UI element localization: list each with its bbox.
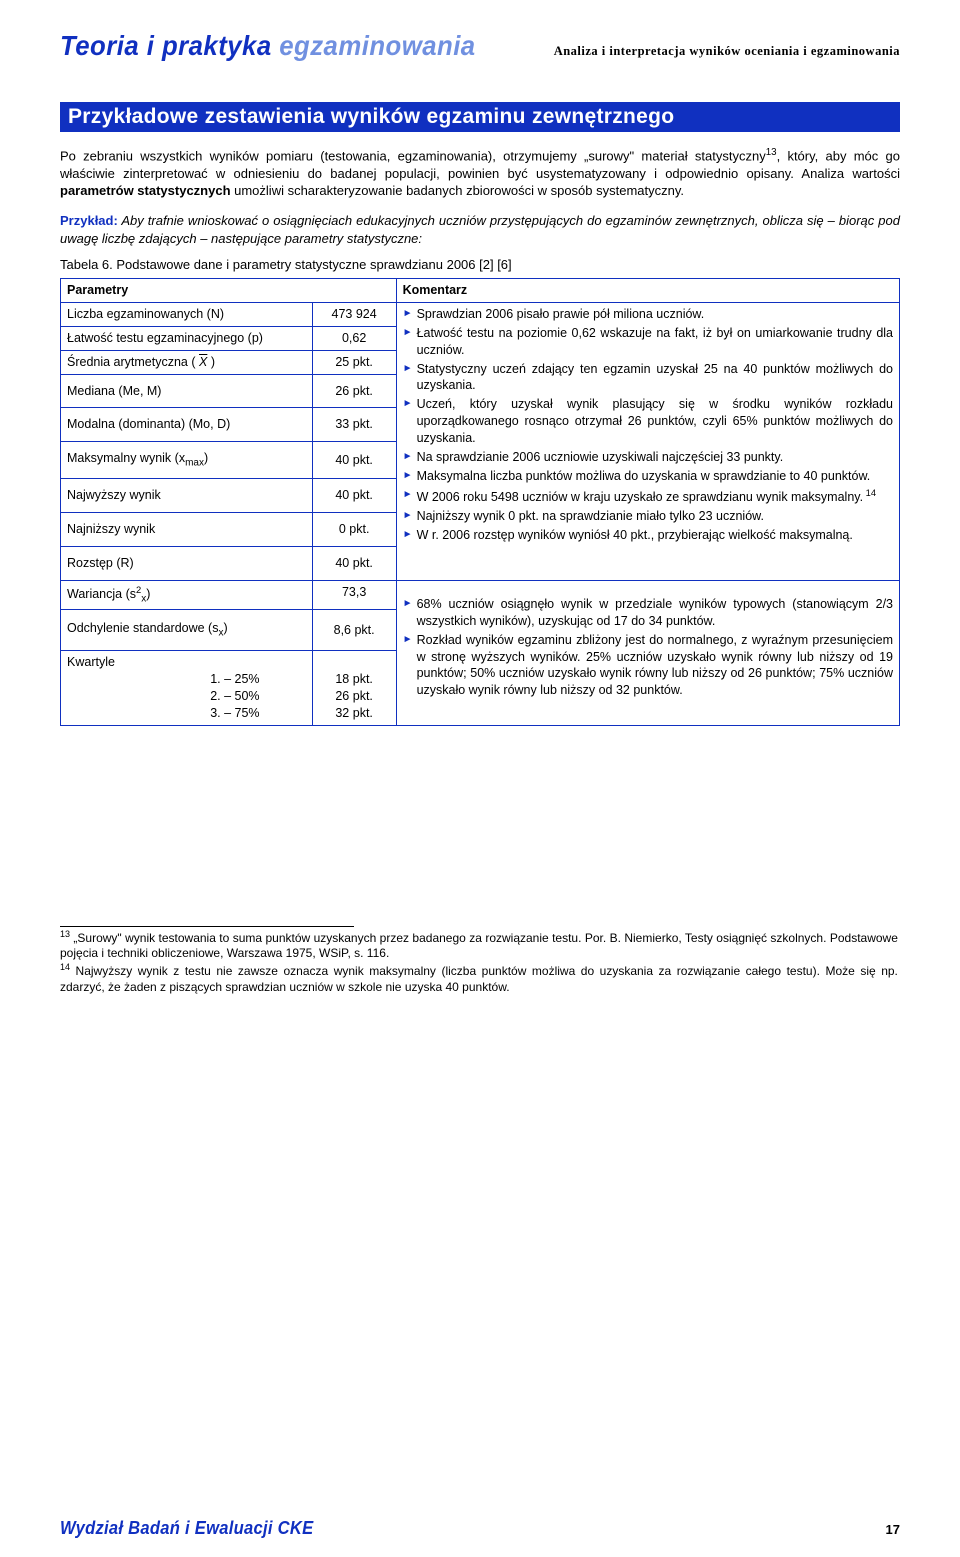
head-parametry: Parametry (61, 279, 397, 303)
footnote-ref-13: 13 (766, 147, 777, 158)
comment-item: Statystyczny uczeń zdający ten egzamin u… (403, 361, 893, 395)
kwartyle-label: Kwartyle (67, 655, 115, 669)
fn13-text: „Surowy" wynik testowania to suma punktó… (60, 931, 898, 961)
param-label: Łatwość testu egzaminacyjnego (p) (61, 326, 313, 350)
param-value: 40 pkt. (312, 479, 396, 513)
param-label: Wariancja (s2x) (61, 580, 313, 609)
comment-item: 68% uczniów osiągnęło wynik w przedziale… (403, 596, 893, 630)
param-label: Najniższy wynik (61, 513, 313, 547)
param-value: 8,6 pkt. (312, 610, 396, 651)
param-value: 473 924 (312, 302, 396, 326)
param-value: 33 pkt. (312, 408, 396, 442)
param-label: Średnia arytmetyczna ( X ) (61, 350, 313, 374)
comments-bottom-cell: 68% uczniów osiągnęło wynik w przedziale… (396, 580, 899, 725)
example-body: Aby trafnie wnioskować o osiągnięciach e… (60, 213, 900, 246)
fn14-text: Najwyższy wynik z testu nie zawsze oznac… (60, 964, 898, 994)
table-row: Wariancja (s2x) 73,3 68% uczniów osiągnę… (61, 580, 900, 609)
kwartyle-item: 1. – 25% (210, 671, 305, 688)
footer-page-number: 17 (886, 1522, 900, 1537)
head-komentarz: Komentarz (396, 279, 899, 303)
comments-top-cell: Sprawdzian 2006 pisało prawie pół milion… (396, 302, 899, 580)
param-value: 0 pkt. (312, 513, 396, 547)
table-header-row: Parametry Komentarz (61, 279, 900, 303)
fn13-num: 13 (60, 929, 70, 939)
param-value: 40 pkt. (312, 442, 396, 479)
comment-item: W r. 2006 rozstęp wyników wyniósł 40 pkt… (403, 527, 893, 544)
kwartyle-item: 3. – 75% (210, 705, 305, 722)
param-label: Liczba egzaminowanych (N) (61, 302, 313, 326)
kwartyle-values: 18 pkt.26 pkt.32 pkt. (312, 651, 396, 726)
example-label: Przykład: (60, 213, 118, 228)
kwartyle-cell: Kwartyle 1. – 25%2. – 50%3. – 75% (61, 651, 313, 726)
footer-org: Wydział Badań i Ewaluacji CKE (60, 1518, 313, 1539)
intro-text-c: parametrów statystycznych (60, 183, 231, 198)
site-title-part1: Teoria i praktyka (60, 30, 279, 61)
kwartyle-value: 32 pkt. (319, 705, 390, 722)
param-label: Mediana (Me, M) (61, 374, 313, 408)
footnote-14: 14 Najwyższy wynik z testu nie zawsze oz… (60, 962, 898, 995)
section-heading: Przykładowe zestawienia wyników egzaminu… (60, 102, 900, 132)
doc-title: Analiza i interpretacja wyników oceniani… (532, 44, 900, 59)
kwartyle-value: 18 pkt. (319, 671, 390, 688)
comment-item: Łatwość testu na poziomie 0,62 wskazuje … (403, 325, 893, 359)
comment-item: Najniższy wynik 0 pkt. na sprawdzianie m… (403, 508, 893, 525)
comment-item: Uczeń, który uzyskał wynik plasujący się… (403, 396, 893, 447)
comment-item: Maksymalna liczba punktów możliwa do uzy… (403, 468, 893, 485)
page-header: Teoria i praktyka egzaminowania Analiza … (60, 30, 900, 62)
param-value: 73,3 (312, 580, 396, 609)
intro-paragraph: Po zebraniu wszystkich wyników pomiaru (… (60, 146, 900, 200)
comment-item: Na sprawdzianie 2006 uczniowie uzyskiwal… (403, 449, 893, 466)
param-label: Najwyższy wynik (61, 479, 313, 513)
param-label: Maksymalny wynik (xmax) (61, 442, 313, 479)
intro-text-d: umożliwi scharakteryzowanie badanych zbi… (231, 183, 685, 198)
param-value: 25 pkt. (312, 350, 396, 374)
fn14-num: 14 (60, 962, 70, 972)
param-value: 0,62 (312, 326, 396, 350)
example-paragraph: Przykład: Aby trafnie wnioskować o osiąg… (60, 212, 900, 247)
footnote-13: 13 „Surowy" wynik testowania to suma pun… (60, 929, 898, 962)
param-label: Rozstęp (R) (61, 547, 313, 581)
param-value: 26 pkt. (312, 374, 396, 408)
intro-text-a: Po zebraniu wszystkich wyników pomiaru (… (60, 148, 766, 163)
param-value: 40 pkt. (312, 547, 396, 581)
param-label: Odchylenie standardowe (sx) (61, 610, 313, 651)
comment-item: Rozkład wyników egzaminu zbliżony jest d… (403, 632, 893, 700)
kwartyle-item: 2. – 50% (210, 688, 305, 705)
table-row: Liczba egzaminowanych (N) 473 924 Sprawd… (61, 302, 900, 326)
param-label: Modalna (dominanta) (Mo, D) (61, 408, 313, 442)
site-title-part2: egzaminowania (279, 30, 475, 61)
table-caption: Tabela 6. Podstawowe dane i parametry st… (60, 257, 900, 272)
kwartyle-value: 26 pkt. (319, 688, 390, 705)
comment-item: Sprawdzian 2006 pisało prawie pół milion… (403, 306, 893, 323)
site-title: Teoria i praktyka egzaminowania (60, 30, 476, 62)
comment-item: W 2006 roku 5498 uczniów w kraju uzyskał… (403, 487, 893, 506)
page-footer: Wydział Badań i Ewaluacji CKE 17 (60, 1518, 900, 1539)
footnotes: 13 „Surowy" wynik testowania to suma pun… (60, 926, 354, 995)
params-table: Parametry Komentarz Liczba egzaminowanyc… (60, 278, 900, 726)
